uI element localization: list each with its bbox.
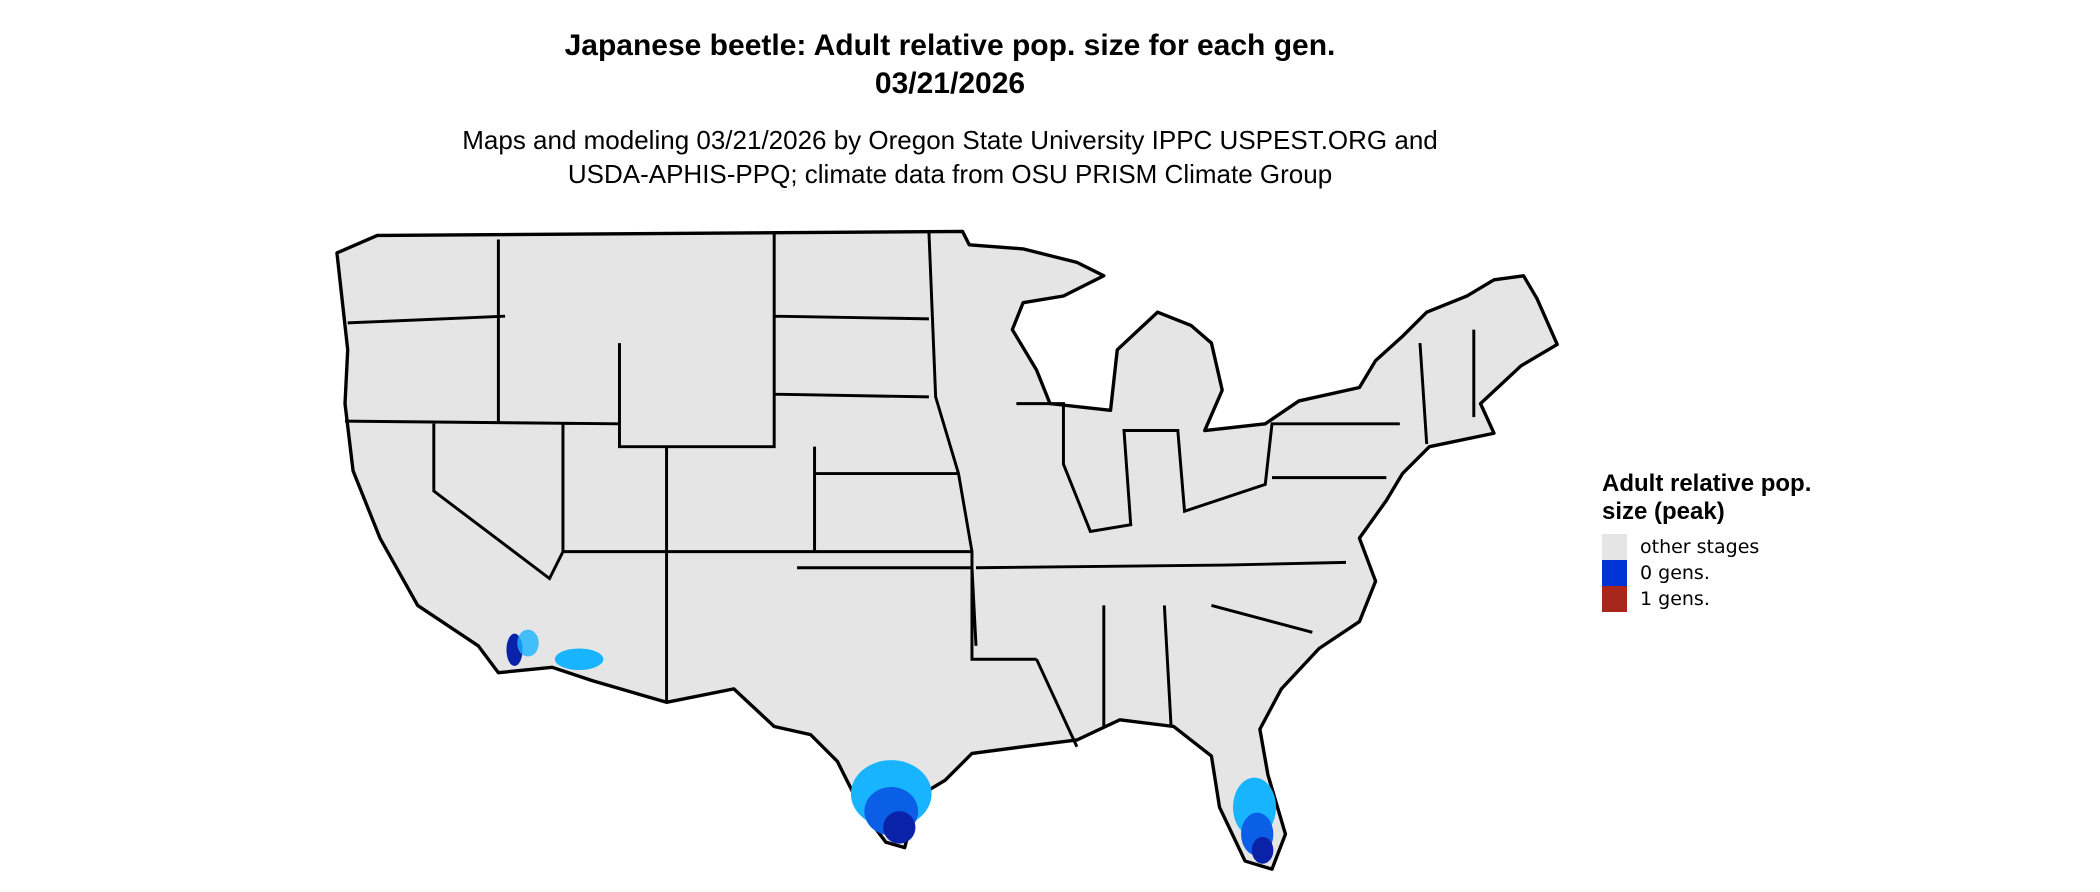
legend-swatch <box>1602 586 1627 612</box>
texas-dark-area <box>883 811 916 844</box>
legend-swatch <box>1602 560 1627 586</box>
legend-item-0-gens: 0 gens. <box>1602 560 1842 586</box>
subtitle-line-1: Maps and modeling 03/21/2026 by Oregon S… <box>462 125 1438 155</box>
legend-item-1-gens: 1 gens. <box>1602 586 1842 612</box>
legend-title: Adult relative pop. size (peak) <box>1602 470 1812 525</box>
legend-label: other stages <box>1640 536 1760 558</box>
legend-label: 1 gens. <box>1640 588 1710 610</box>
california-light-area <box>517 629 539 657</box>
map-title: Japanese beetle: Adult relative pop. siz… <box>564 29 1336 62</box>
legend-swatch <box>1602 534 1627 560</box>
florida-dark-area <box>1251 836 1274 864</box>
subtitle-line-2: USDA-APHIS-PPQ; climate data from OSU PR… <box>567 159 1333 189</box>
legend-label: 0 gens. <box>1640 562 1710 584</box>
state-borders <box>344 231 1476 748</box>
adult-population-areas <box>506 629 1277 864</box>
map-date: 03/21/2026 <box>874 67 1026 100</box>
legend: Adult relative pop. size (peak) other st… <box>1602 470 1842 612</box>
legend-item-other-stages: other stages <box>1602 534 1842 560</box>
arizona-area <box>554 648 604 671</box>
